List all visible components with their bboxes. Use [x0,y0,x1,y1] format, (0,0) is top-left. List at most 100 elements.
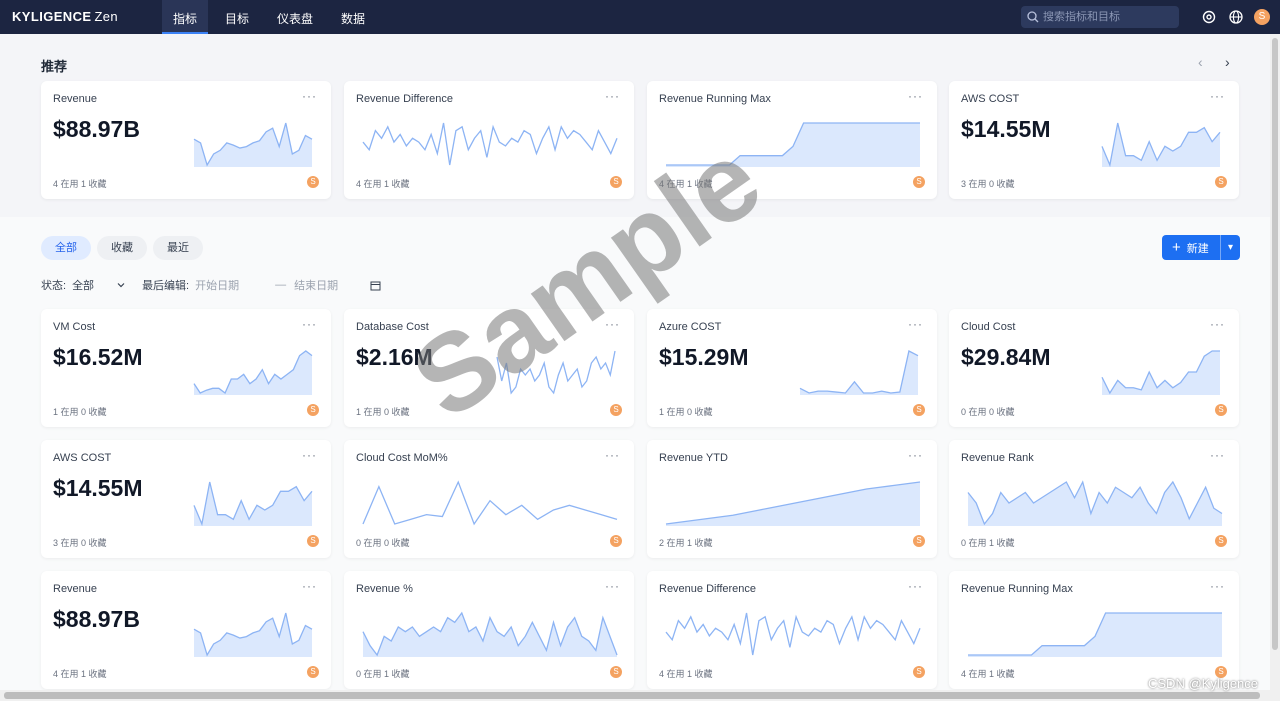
usage-stats: 0 在用 0 收藏 [356,538,410,548]
nav-item-data[interactable]: 数据 [341,12,366,26]
status-select[interactable]: 全部 [72,280,95,292]
more-icon[interactable]: ··· [302,89,317,103]
metric-title: Revenue [53,93,98,105]
metric-card[interactable]: Azure COST ··· $15.29M 1 在用 0 收藏 S [647,309,937,427]
more-icon[interactable]: ··· [605,579,620,593]
sparkline-chart [362,611,618,657]
more-icon[interactable]: ··· [605,89,620,103]
metric-value: $29.84M [961,344,1051,370]
nav-item-dashboards[interactable]: 仪表盘 [277,12,314,26]
more-icon[interactable]: ··· [1210,317,1225,331]
sparkline-chart [193,612,313,657]
sparkline-line [362,611,618,657]
chevron-down-icon[interactable]: ▾ [1220,235,1240,260]
owner-avatar: S [307,535,319,547]
sparkline-chart [967,480,1223,526]
more-icon[interactable]: ··· [302,448,317,462]
metric-card[interactable]: Revenue % ··· 0 在用 1 收藏 S [344,571,634,689]
metric-card[interactable]: Revenue Running Max ··· 4 在用 1 收藏 S [949,571,1239,689]
credit-watermark: CSDN @Kyligence [1148,676,1259,691]
metric-title: Revenue % [356,583,413,595]
sparkline-line [1101,122,1221,167]
metric-card[interactable]: Cloud Cost ··· $29.84M 0 在用 0 收藏 S [949,309,1239,427]
filter-tabs: 全部 收藏 最近 [41,236,209,260]
metric-title: Azure COST [659,321,722,333]
owner-avatar: S [610,535,622,547]
owner-avatar: S [610,666,622,678]
owner-avatar: S [913,176,925,188]
nav-item-metrics[interactable]: 指标 [162,0,209,34]
vertical-scrollbar[interactable] [1270,34,1280,701]
sparkline-area [194,351,312,395]
usage-stats: 4 在用 1 收藏 [53,669,107,679]
app-logo[interactable]: KYLIGENCE Zen [12,9,119,24]
usage-stats: 1 在用 0 收藏 [53,407,107,417]
metric-card[interactable]: VM Cost ··· $16.52M 1 在用 0 收藏 S [41,309,331,427]
metric-card[interactable]: Database Cost ··· $2.16M 1 在用 0 收藏 S [344,309,634,427]
sparkline-chart [666,122,920,167]
plus-icon: + [1172,239,1181,256]
new-button[interactable]: + 新建 ▾ [1162,235,1240,260]
start-date-input[interactable]: 开始日期 [195,280,240,292]
search-input[interactable] [1043,11,1173,23]
more-icon[interactable]: ··· [605,448,620,462]
status-label: 状态: [41,280,67,292]
calendar-icon[interactable] [370,280,381,291]
more-icon[interactable]: ··· [302,317,317,331]
edited-label: 最后编辑: [142,280,190,292]
usage-stats: 0 在用 0 收藏 [961,407,1015,417]
more-icon[interactable]: ··· [302,579,317,593]
more-icon[interactable]: ··· [908,579,923,593]
more-icon[interactable]: ··· [908,89,923,103]
usage-stats: 4 在用 1 收藏 [356,179,410,189]
owner-avatar: S [913,404,925,416]
metric-title: Cloud Cost [961,321,1016,333]
metric-title: Revenue Running Max [659,93,771,105]
prev-arrow-icon[interactable]: ‹ [1198,54,1203,70]
metric-card[interactable]: Revenue Difference ··· 4 在用 1 收藏 S [647,571,937,689]
tab-favorites[interactable]: 收藏 [97,236,147,260]
tab-all[interactable]: 全部 [41,236,91,260]
metric-card[interactable]: Revenue ··· $88.97B 4 在用 1 收藏 S [41,571,331,689]
tab-recent[interactable]: 最近 [153,236,203,260]
search-box[interactable] [1021,6,1179,28]
section-title: 推荐 [41,59,68,74]
next-arrow-icon[interactable]: › [1225,54,1230,70]
more-icon[interactable]: ··· [1210,579,1225,593]
more-icon[interactable]: ··· [908,448,923,462]
usage-stats: 3 在用 0 收藏 [53,538,107,548]
horizontal-scrollbar[interactable] [0,690,1270,701]
usage-stats: 4 在用 1 收藏 [659,179,713,189]
metric-card[interactable]: Revenue ··· $88.97B 4 在用 1 收藏 S [41,81,331,199]
more-icon[interactable]: ··· [1210,448,1225,462]
owner-avatar: S [307,404,319,416]
more-icon[interactable]: ··· [1210,89,1225,103]
usage-stats: 1 在用 0 收藏 [659,407,713,417]
metric-title: AWS COST [961,93,1020,105]
metric-card[interactable]: Cloud Cost MoM% ··· 0 在用 0 收藏 S [344,440,634,558]
metric-card[interactable]: Revenue Running Max ··· 4 在用 1 收藏 S [647,81,937,199]
user-avatar[interactable]: S [1254,9,1270,25]
more-icon[interactable]: ··· [908,317,923,331]
metric-card[interactable]: Revenue Difference ··· 4 在用 1 收藏 S [344,81,634,199]
chevron-down-icon[interactable] [116,280,126,290]
sparkline-chart [665,612,921,656]
filter-bar: 状态: 全部 最后编辑: 开始日期 — 结束日期 [41,277,381,293]
end-date-input[interactable]: 结束日期 [294,280,339,292]
metric-card[interactable]: AWS COST ··· $14.55M 3 在用 0 收藏 S [949,81,1239,199]
metric-title: VM Cost [53,321,96,333]
more-icon[interactable]: ··· [605,317,620,331]
main-nav: 指标 目标 仪表盘 数据 [162,0,382,34]
sparkline-chart [968,612,1222,657]
sparkline-area [968,613,1222,657]
metric-card[interactable]: Revenue YTD ··· 2 在用 1 收藏 S [647,440,937,558]
metric-card[interactable]: Revenue Rank ··· 0 在用 1 收藏 S [949,440,1239,558]
metric-card[interactable]: AWS COST ··· $14.55M 3 在用 0 收藏 S [41,440,331,558]
settings-icon[interactable] [1201,9,1217,25]
metric-value: $88.97B [53,606,140,632]
nav-item-goals[interactable]: 目标 [225,12,250,26]
globe-icon[interactable] [1228,9,1244,25]
owner-avatar: S [610,176,622,188]
metric-value: $14.55M [53,475,143,501]
sparkline-line [799,350,919,394]
